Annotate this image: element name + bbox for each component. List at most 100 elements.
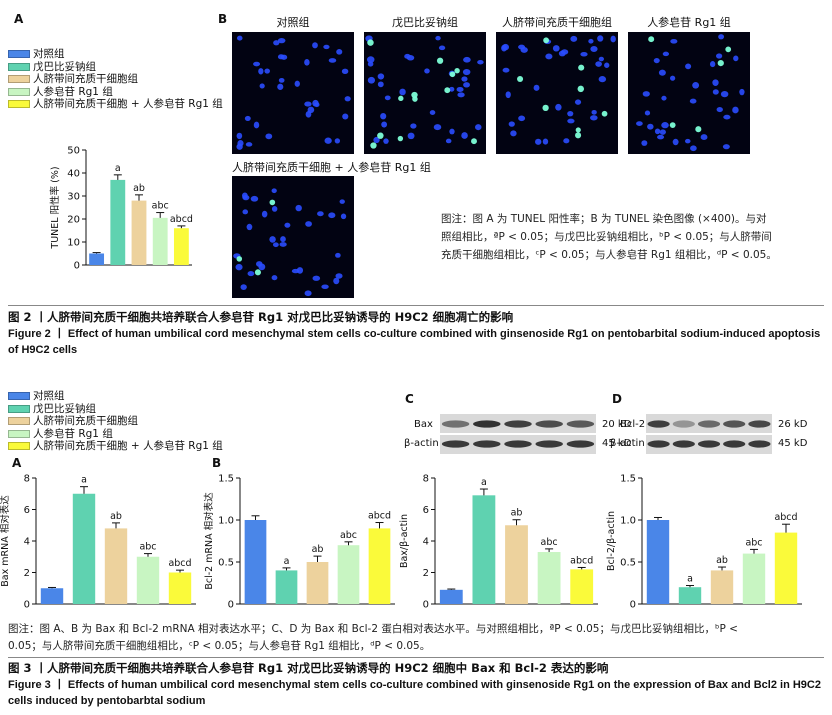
nucleus-dot [280,236,286,243]
blot-d-size-actin: 45 kD [778,438,808,449]
bar [168,572,192,604]
significance-label: abc [340,530,357,541]
fig3d-chart: 0 0.5 1.0 1.5 Bcl-2/β-actin a ab abc abcd [606,474,802,611]
y-tick-label: 50 [67,146,80,157]
nucleus-dot [307,106,315,114]
significance-label: abc [152,201,169,212]
legend-label: 人脐带间充质干细胞 + 人参皂苷 Rg1 组 [33,440,223,452]
nucleus-dot [505,91,511,99]
legend-swatch [8,75,30,84]
nucleus-dot [567,118,575,124]
fig3-separator [8,657,824,658]
y-tick-label: 0.5 [620,558,636,569]
nucleus-dot [567,110,574,117]
nucleus-dot [712,89,719,95]
nucleus-dot [317,211,324,217]
nucleus-dot [424,68,430,74]
nucleus-dot [672,138,679,146]
legend-swatch [8,404,30,413]
nucleus-dot [341,68,349,74]
nucleus-dot [463,56,471,63]
bar [505,525,528,604]
nucleus-dot [580,51,588,57]
blot-band [723,420,746,428]
blot-band [473,440,501,448]
micrograph-svg [233,188,347,297]
tunel-positive-dot [648,36,655,43]
bar [40,588,64,604]
nucleus-dot [247,271,255,277]
nucleus-dot [518,115,526,122]
tunel-positive-dot [367,39,374,46]
bar [110,179,126,265]
significance-label: ab [110,511,122,522]
nucleus-dot [295,204,302,212]
tunel-positive-dot [601,110,608,117]
nucleus-dot [510,130,517,137]
significance-label: abc [139,542,156,553]
nucleus-dot [269,236,276,243]
fig3-caption-line-2: 0.05；与人脐带间充质干细胞组相比，ᶜP < 0.05；与人参皂苷 Rg1 组… [8,640,431,652]
y-tick-label: 4 [423,537,429,548]
nucleus-dot [662,51,670,57]
nucleus-dot [709,61,716,68]
legend-swatch [8,87,30,96]
y-tick-label: 6 [24,505,30,516]
legend-label: 人参皂苷 Rg1 组 [33,427,113,440]
nucleus-dot [399,88,406,96]
nucleus-dot [256,261,263,267]
fig3a-chart: 0 2 4 6 8 Bax mRNA 相对表达 a ab abc abcd [0,474,196,611]
nucleus-dot [654,128,661,135]
blot-band [504,440,532,448]
significance-label: abcd [774,512,797,523]
y-tick-label: 1.0 [620,516,636,527]
y-axis-label: Bax/β-actin [399,514,410,568]
tunel-positive-dot [542,104,549,112]
bar [244,520,267,604]
tunel-positive-dot [269,199,276,206]
tunel-positive-dot [725,46,732,53]
nucleus-dot [245,142,253,147]
y-tick-label: 1.5 [218,474,234,485]
nucleus-dot [563,138,570,144]
bar [646,520,670,604]
nucleus-dot [407,132,415,140]
nucleus-dot [404,53,411,59]
nucleus-dot [716,106,723,113]
bar [173,228,189,265]
nucleus-dot [333,277,340,285]
nucleus-dot [261,210,268,218]
y-tick-label: 10 [67,238,80,249]
nucleus-dot [689,98,697,104]
nucleus-dot [242,194,250,201]
nucleus-dot [502,67,510,73]
blot-band [647,440,670,448]
nucleus-dot [336,49,343,55]
bar [472,495,496,604]
significance-label: ab [312,544,324,555]
micro-title-2: 戊巴比妥钠组 [392,16,458,29]
blot-d-label-bcl2: Bcl-2 [620,419,646,430]
blot-band [566,420,595,428]
bar [104,528,128,604]
nucleus-dot [244,115,251,121]
nucleus-dot [555,103,562,111]
significance-label: a [81,475,87,486]
nucleus-dot [259,83,265,89]
tunel-positive-dot [454,67,460,74]
nucleus-dot [461,132,468,139]
blot-band [723,440,746,448]
nucleus-dot [342,113,349,120]
nucleus-dot [236,35,243,41]
nucleus-dot [477,60,484,65]
nucleus-dot [461,76,468,82]
nucleus-dot [429,110,436,115]
significance-label: a [115,163,121,174]
y-tick-label: 40 [67,169,80,180]
nucleus-dot [377,81,384,88]
tunel-positive-dot [377,132,384,139]
blot-band [672,420,695,428]
fig2-legend: 对照组 戊巴比妥钠组 人脐带间充质干细胞组 人参皂苷 Rg1 组人脐带间充质干细胞 +… [8,48,223,111]
blot-c-label-bax: Bax [414,419,433,430]
